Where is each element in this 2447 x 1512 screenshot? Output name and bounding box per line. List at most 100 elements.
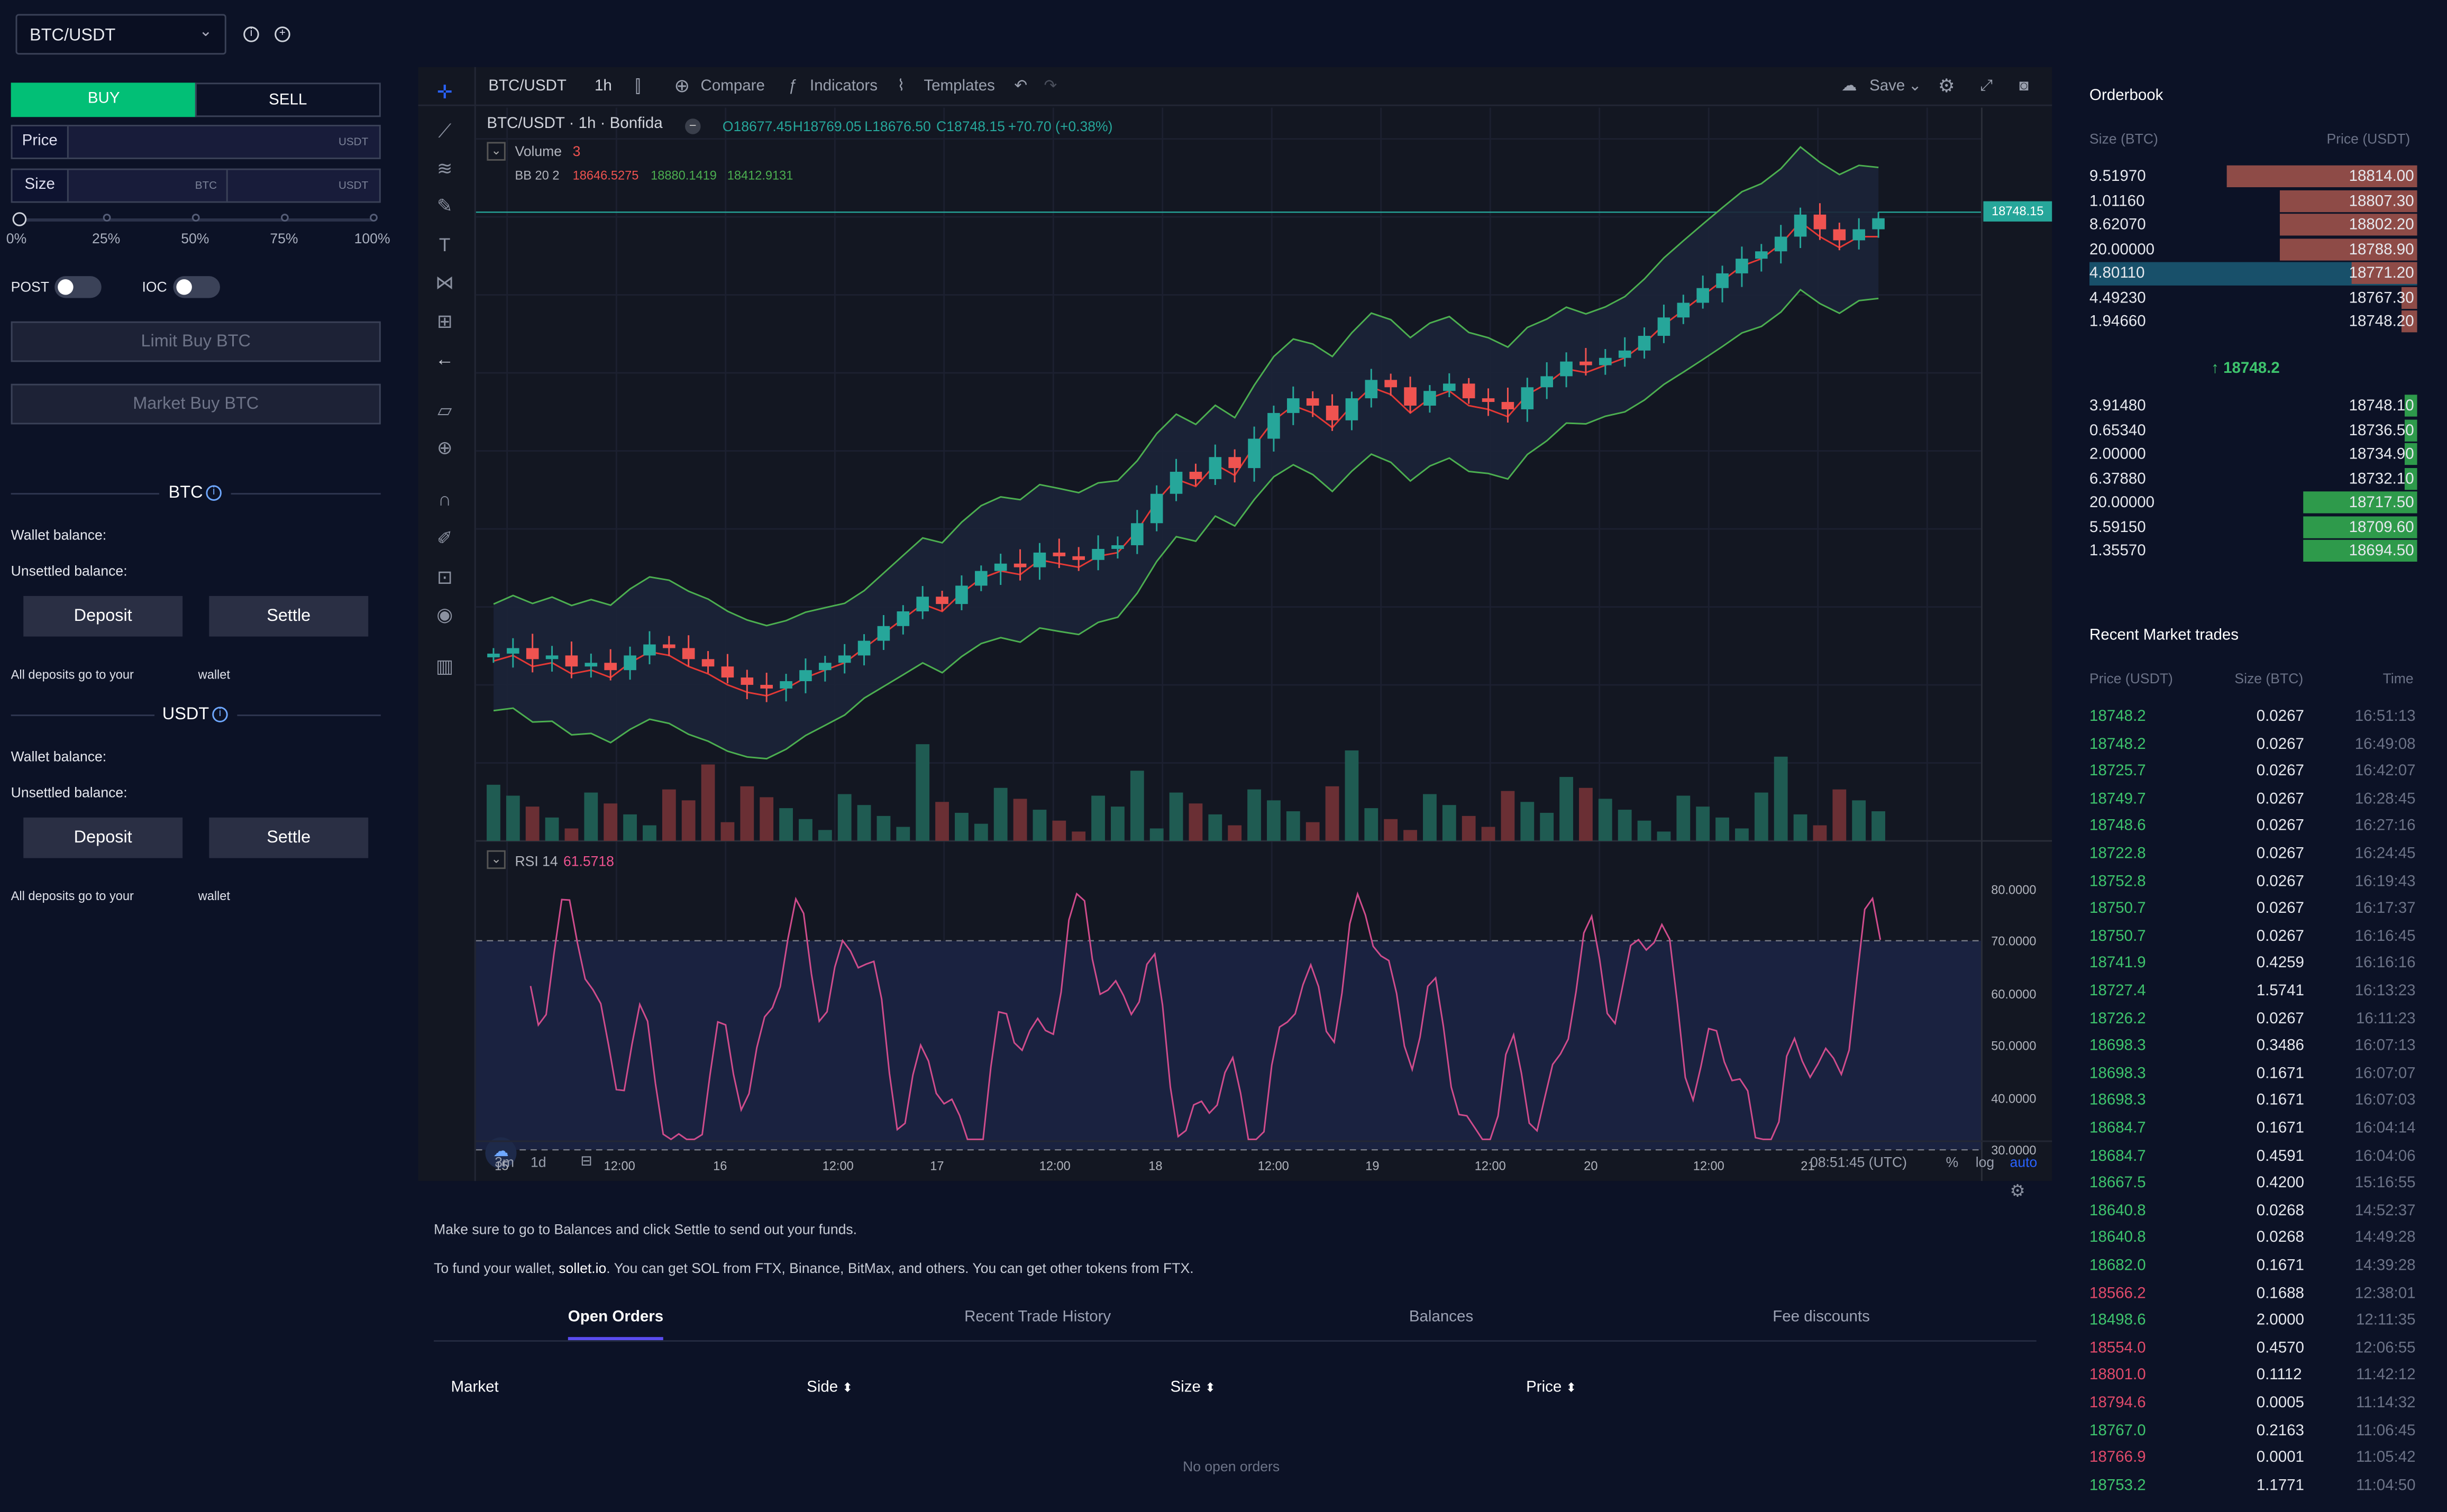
minus-icon[interactable]: − [685,118,701,134]
bid-row[interactable]: 3.91480 18748.10 [2089,395,2417,418]
pattern-icon[interactable]: ⋈ [435,271,454,294]
size-slider[interactable] [12,212,378,226]
indicators-button[interactable]: Indicators [810,78,878,95]
post-toggle[interactable] [54,276,102,298]
chart-plot-area[interactable]: BTC/USDT · 1h · Bonfida − O18677.45 H187… [476,107,2052,1202]
eye-icon[interactable]: ◉ [436,603,453,626]
collapse-legend-icon[interactable]: ⌄ [487,142,506,161]
bonfida-logo-icon[interactable]: ☁ [485,1137,517,1169]
tab-recent-trade-history[interactable]: Recent Trade History [964,1309,1111,1326]
btc-wallet-link[interactable]: wallet [198,667,230,682]
info-icon[interactable]: i [206,485,222,501]
save-button[interactable]: Save [1869,78,1905,95]
slider-handle[interactable] [12,212,27,226]
volume-bar [1501,791,1515,841]
lock-drawing-icon[interactable]: ✐ [436,527,453,549]
btc-settle-button[interactable]: Settle [209,595,369,637]
usdt-deposit-button[interactable]: Deposit [23,817,183,858]
trade-row: 18741.9 0.4259 16:16:16 [2089,951,2417,977]
usdt-wallet-link[interactable]: wallet [198,889,230,904]
trash-icon[interactable]: ▥ [436,655,454,677]
bid-row[interactable]: 5.59150 18709.60 [2089,515,2417,539]
compare-button[interactable]: Compare [700,78,765,95]
bid-row[interactable]: 0.65340 18736.50 [2089,419,2417,442]
tab-balances[interactable]: Balances [1409,1309,1474,1326]
ask-row[interactable]: 9.51970 18814.00 [2089,165,2417,189]
chart-symbol[interactable]: BTC/USDT [488,78,567,95]
buy-tab[interactable]: BUY [11,83,197,117]
range-1d[interactable]: 1d [531,1154,546,1170]
col-side[interactable]: Side ⬍ [807,1379,853,1396]
btc-unsettled-balance-label: Unsettled balance: [11,563,127,579]
tab-open-orders[interactable]: Open Orders [568,1309,664,1326]
col-size[interactable]: Size ⬍ [1171,1379,1216,1396]
trade-row: 18752.8 0.0267 16:19:43 [2089,868,2417,895]
bid-row[interactable]: 2.00000 18734.90 [2089,443,2417,466]
trade-row: 18801.0 0.1112 11:42:12 [2089,1363,2417,1389]
brush-icon[interactable]: ✎ [436,195,453,217]
info-icon[interactable]: i [243,26,259,42]
pct-50[interactable]: 50% [181,231,209,247]
market-buy-button[interactable]: Market Buy BTC [11,383,381,425]
size-input[interactable]: Size BTC USDT [11,168,381,203]
btc-deposit-button[interactable]: Deposit [23,595,183,637]
ask-row[interactable]: 8.62070 18802.20 [2089,214,2417,237]
log-scale[interactable]: log [1975,1154,1995,1170]
chart-canvas[interactable] [476,107,2052,1181]
ask-row[interactable]: 1.94660 18748.20 [2089,310,2417,334]
ask-row[interactable]: 4.49230 18767.30 [2089,286,2417,309]
templates-button[interactable]: Templates [924,78,995,95]
prediction-icon[interactable]: ⊞ [436,310,453,333]
pct-75[interactable]: 75% [270,231,298,247]
lock-icon[interactable]: ⊡ [436,566,453,589]
magnet-icon[interactable]: ∩ [438,488,452,510]
price-input[interactable]: Price USDT [11,125,381,159]
bid-row[interactable]: 1.35570 18694.50 [2089,539,2417,563]
sell-tab[interactable]: SELL [195,83,381,117]
limit-buy-button[interactable]: Limit Buy BTC [11,321,381,362]
undo-icon[interactable]: ↶ [1014,78,1028,95]
date-range-icon[interactable]: ⊟ [580,1153,592,1169]
bid-row[interactable]: 6.37880 18732.10 [2089,467,2417,491]
market-selector[interactable]: BTC/USDT ⌄ [15,14,226,55]
volume-bar [1364,808,1378,841]
auto-scale[interactable]: auto [2010,1154,2038,1170]
ioc-toggle[interactable] [173,276,220,298]
utc-clock[interactable]: 08:51:45 (UTC) [1810,1154,1907,1170]
ruler-icon[interactable]: ▱ [437,399,452,421]
trend-line-icon[interactable]: ⟋ [438,120,452,142]
ask-row[interactable]: 20.00000 18788.90 [2089,237,2417,261]
range-3m[interactable]: 3m [495,1154,515,1170]
tab-fee-discounts[interactable]: Fee discounts [1773,1309,1870,1326]
pct-25[interactable]: 25% [92,231,121,247]
col-price[interactable]: Price ⬍ [1526,1379,1576,1396]
percent-scale[interactable]: % [1946,1154,1959,1170]
fullscreen-icon[interactable]: ⤢ [1980,78,1993,95]
collapse-rsi-icon[interactable]: ⌄ [487,850,506,869]
interval-button[interactable]: 1h [594,78,612,95]
ask-row[interactable]: 4.80110 18771.20 [2089,262,2417,286]
pct-0[interactable]: 0% [6,231,27,247]
volume-bar [681,800,696,841]
zoom-in-icon[interactable]: ⊕ [436,437,453,459]
settings-icon[interactable]: ⚙ [1938,75,1955,97]
camera-icon[interactable]: ◙ [2019,78,2029,95]
trade-price: 18722.8 [2089,845,2146,863]
chevron-down-icon[interactable]: ⌄ [1908,78,1922,95]
text-icon[interactable]: T [439,234,451,256]
add-market-icon[interactable]: + [275,26,290,42]
pct-100[interactable]: 100% [354,231,390,247]
trading-chart[interactable]: ✛ ⟋ ≋ ✎ T ⋈ ⊞ ← ▱ ⊕ ∩ ✐ ⊡ ◉ ▥ BTC/USDT 1… [418,67,2052,1202]
redo-icon[interactable]: ↷ [1044,78,1057,95]
col-market[interactable]: Market [451,1379,499,1397]
candle-type-icon[interactable]: ⫿ [635,78,641,97]
back-arrow-icon[interactable]: ← [435,347,454,370]
ask-row[interactable]: 1.01160 18807.30 [2089,189,2417,213]
axis-settings-icon[interactable]: ⚙ [2010,1183,2025,1202]
sollet-link[interactable]: sollet.io [559,1260,607,1277]
bid-row[interactable]: 20.00000 18717.50 [2089,491,2417,515]
crosshair-icon[interactable]: ✛ [436,81,453,103]
info-icon[interactable]: i [212,707,228,722]
usdt-settle-button[interactable]: Settle [209,817,369,858]
fib-icon[interactable]: ≋ [436,157,453,180]
